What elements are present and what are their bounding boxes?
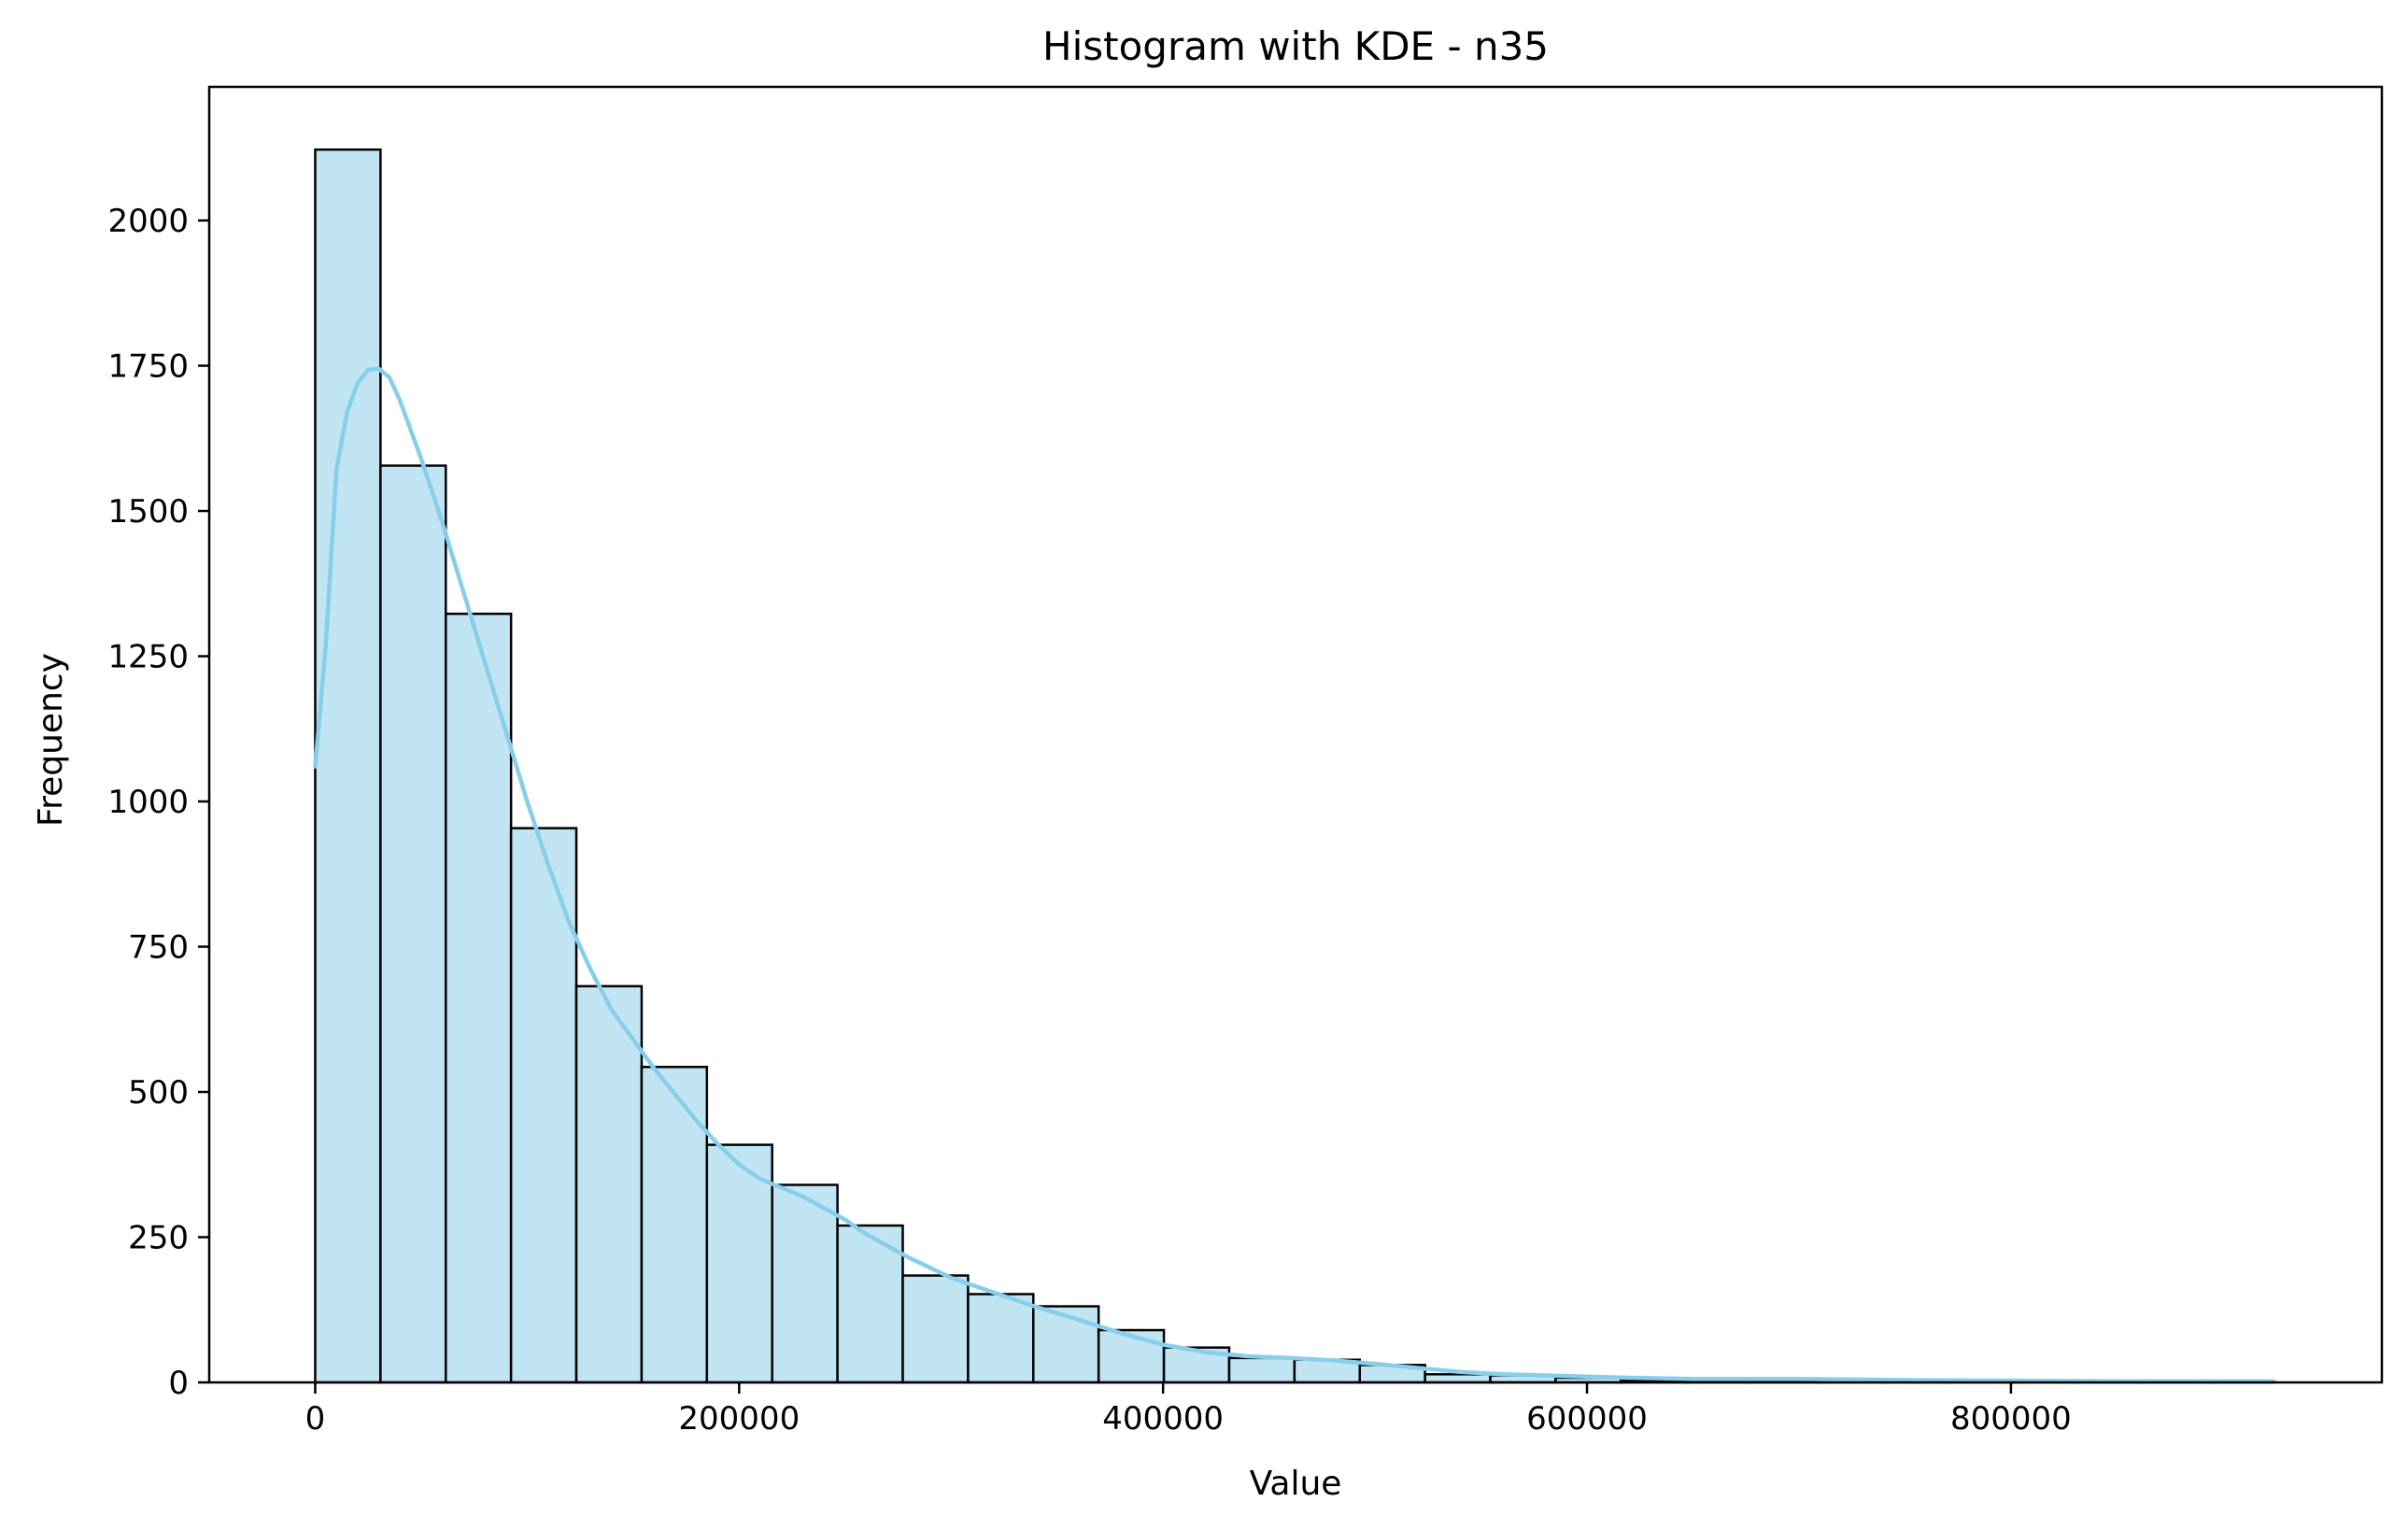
x-axis-label: Value — [1250, 1465, 1342, 1503]
x-tick-label: 600000 — [1526, 1400, 1648, 1438]
y-tick-label: 0 — [168, 1365, 189, 1402]
histogram-bar — [1227, 1356, 1296, 1384]
x-tick-label: 800000 — [1950, 1400, 2072, 1438]
y-tick-label: 1000 — [107, 784, 189, 821]
y-axis-ticks: 0 250 500 750 1000 1250 1500 1750 2000 — [107, 203, 209, 1402]
x-tick-label: 400000 — [1102, 1400, 1224, 1438]
histogram-bar — [967, 1293, 1035, 1384]
y-tick-label: 250 — [128, 1220, 189, 1257]
x-axis-ticks: 0 200000 400000 600000 800000 — [305, 1382, 2072, 1438]
y-tick-label: 1750 — [107, 348, 189, 386]
kde-curve — [313, 366, 2276, 1384]
histogram-bar — [640, 1066, 709, 1384]
y-axis-label: Frequency — [32, 653, 70, 827]
y-tick-label: 750 — [128, 929, 189, 967]
histogram-bar — [836, 1224, 904, 1384]
y-tick-label: 1500 — [107, 493, 189, 531]
chart-title: Histogram with KDE - n35 — [1042, 23, 1549, 69]
histogram-bar — [1097, 1328, 1166, 1384]
y-tick-label: 500 — [128, 1074, 189, 1112]
histogram-bar — [901, 1274, 970, 1384]
histogram-bar — [771, 1183, 839, 1384]
y-tick-label: 1250 — [107, 639, 189, 676]
histogram-bar — [445, 612, 513, 1384]
x-tick-label: 0 — [305, 1400, 326, 1438]
x-tick-label: 200000 — [678, 1400, 800, 1438]
plot-frame — [207, 85, 2384, 1384]
histogram-bar — [1424, 1373, 1492, 1384]
histogram-bars — [314, 148, 2275, 1384]
histogram-bar — [314, 148, 382, 1384]
histogram-bar — [1032, 1305, 1100, 1384]
histogram-bar — [379, 464, 447, 1384]
histogram-bar — [574, 985, 644, 1384]
y-tick-label: 2000 — [107, 203, 189, 240]
